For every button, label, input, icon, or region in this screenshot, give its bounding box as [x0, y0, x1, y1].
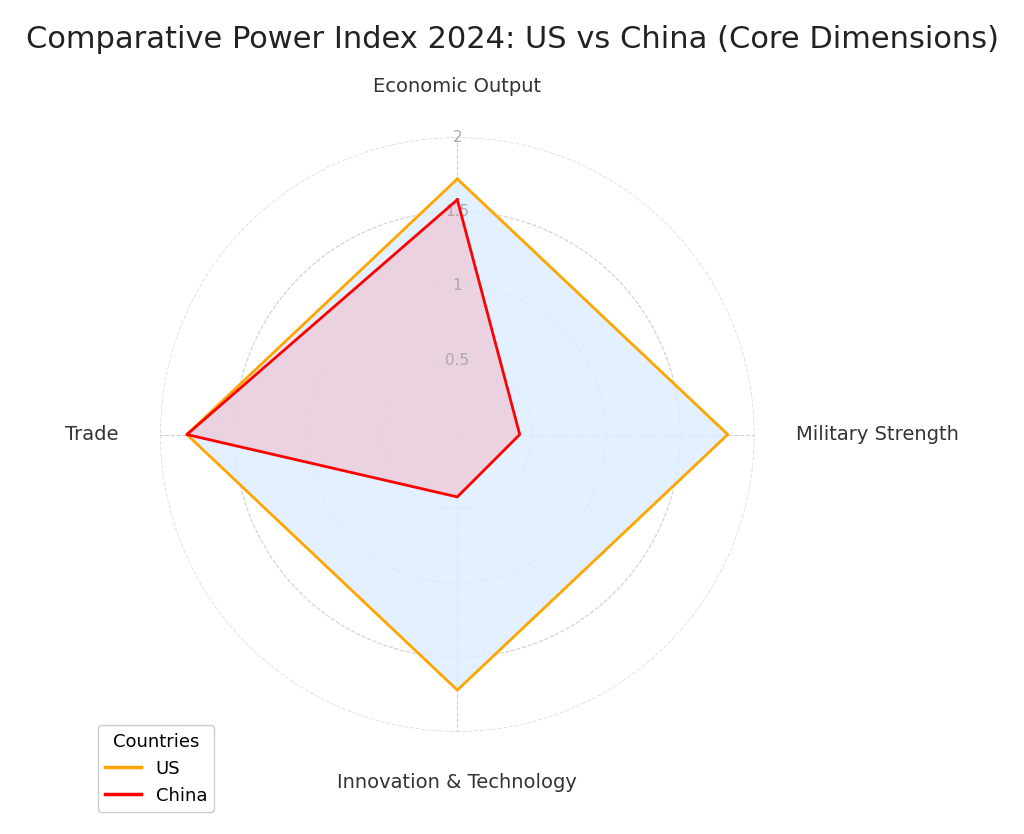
Text: 1: 1: [453, 279, 462, 294]
Legend: US, China: US, China: [98, 726, 214, 811]
Polygon shape: [186, 179, 728, 690]
Text: 0.5: 0.5: [445, 353, 469, 368]
Text: Trade: Trade: [65, 425, 119, 444]
Text: 2: 2: [453, 130, 462, 145]
Text: Military Strength: Military Strength: [796, 425, 959, 444]
Polygon shape: [186, 199, 520, 497]
Text: Economic Output: Economic Output: [374, 77, 542, 96]
Text: Innovation & Technology: Innovation & Technology: [337, 773, 578, 792]
Text: 1.5: 1.5: [445, 204, 469, 219]
Text: Comparative Power Index 2024: US vs China (Core Dimensions): Comparative Power Index 2024: US vs Chin…: [26, 25, 998, 54]
